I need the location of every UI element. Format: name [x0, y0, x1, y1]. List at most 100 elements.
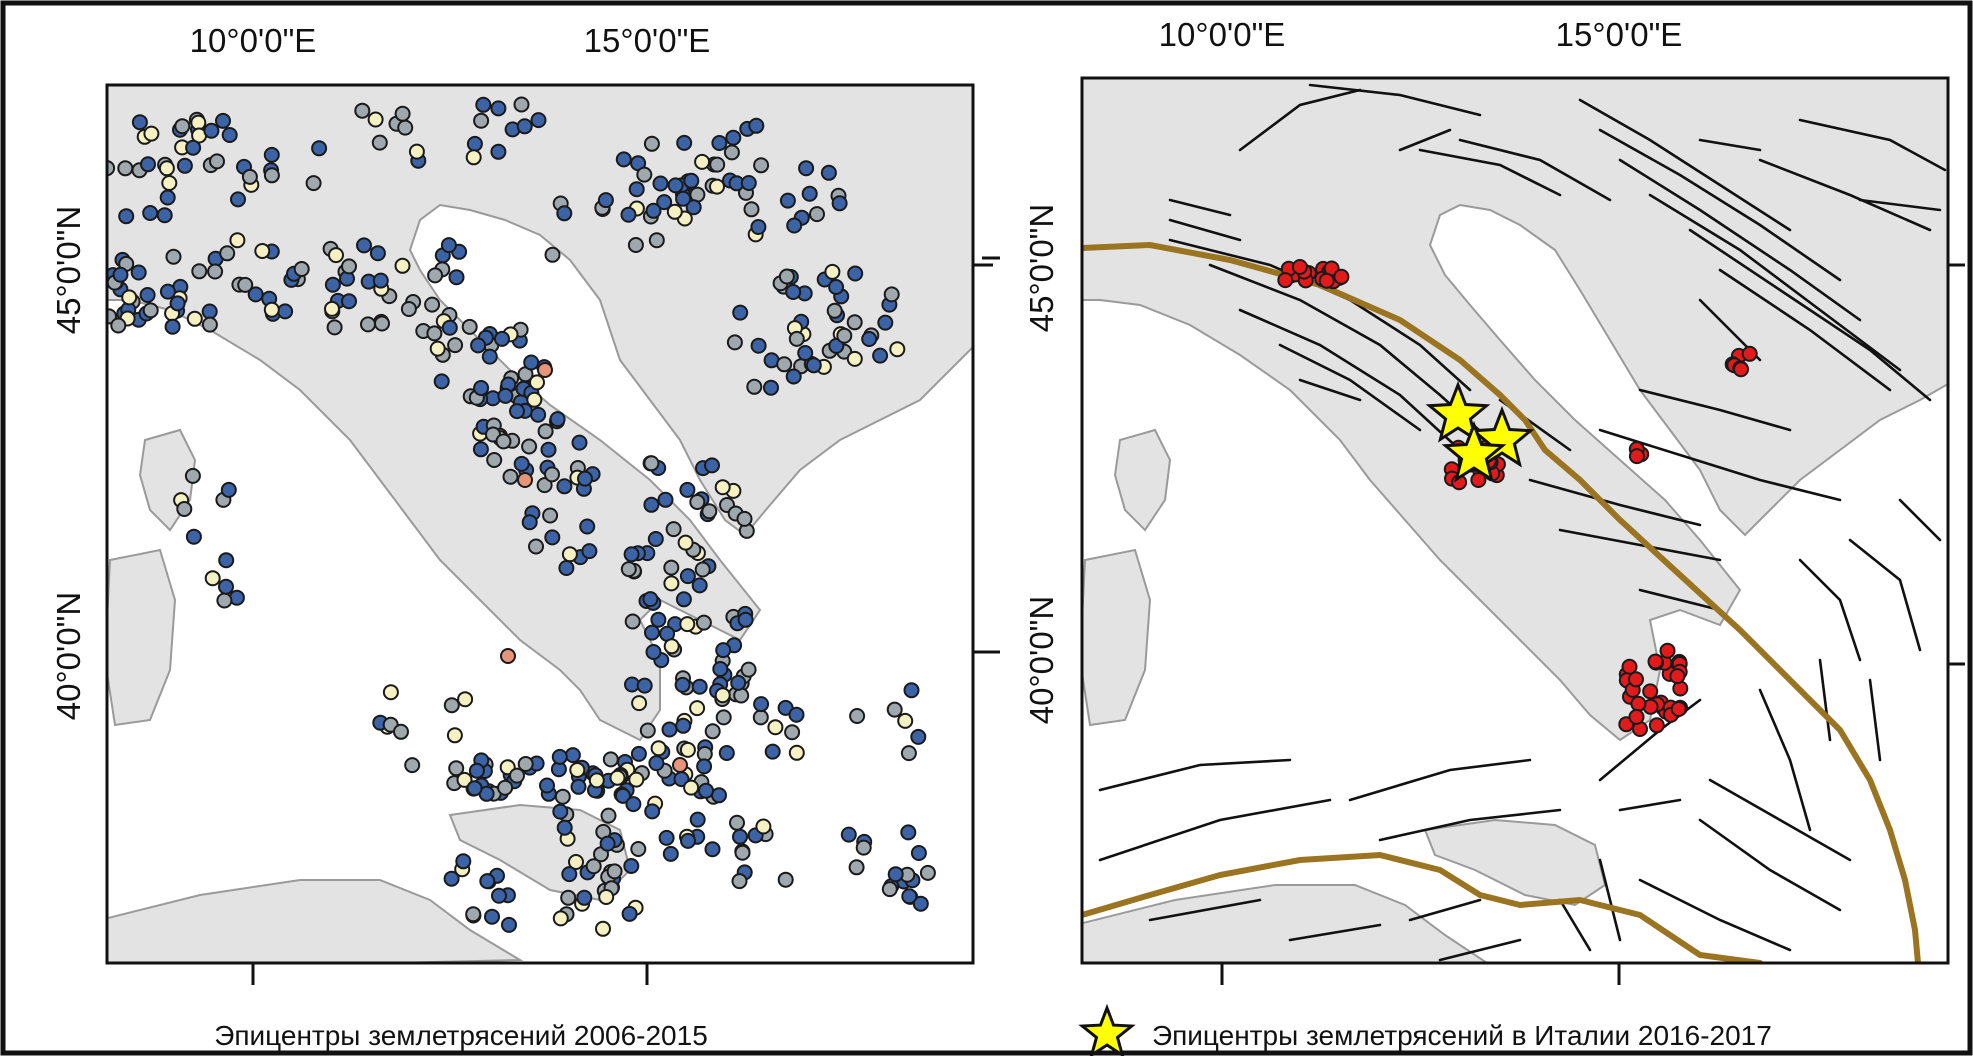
epicenter-marker	[374, 315, 390, 332]
epicenter-marker	[624, 613, 641, 630]
epicenter-marker-red	[1333, 268, 1350, 285]
epicenter-marker	[475, 96, 492, 113]
epicenter-marker	[643, 496, 660, 513]
epicenter-marker	[426, 325, 443, 342]
star-icon	[1441, 420, 1507, 483]
epicenter-marker	[215, 112, 231, 129]
epicenter-marker	[472, 441, 489, 458]
epicenter-marker	[903, 682, 920, 699]
epicenter-marker	[648, 232, 665, 249]
epicenter-marker	[118, 208, 135, 225]
epicenter-marker	[861, 331, 878, 347]
right-lat-label-45: 45°0'0"N	[1023, 204, 1060, 332]
epicenter-marker	[847, 265, 864, 282]
epicenter-marker	[143, 125, 160, 142]
epicenter-marker	[910, 845, 927, 861]
epicenter-marker	[900, 745, 917, 762]
epicenter-marker	[218, 552, 235, 569]
epicenter-marker-red	[1642, 683, 1659, 700]
epicenter-marker	[429, 340, 446, 357]
epicenter-marker	[131, 114, 148, 131]
epicenter-marker	[886, 701, 903, 718]
epicenter-marker	[185, 528, 202, 545]
epicenter-marker	[606, 863, 623, 880]
epicenter-marker	[530, 406, 547, 423]
epicenter-marker	[341, 258, 357, 275]
epicenter-marker	[164, 318, 181, 335]
epicenter-marker	[516, 118, 533, 135]
epicenter-marker-red	[1733, 361, 1749, 378]
epicenter-marker	[689, 700, 706, 717]
epicenter-marker	[165, 248, 182, 265]
epicenter-marker	[517, 756, 534, 772]
epicenter-marker	[620, 206, 637, 223]
epicenter-marker	[443, 870, 460, 887]
epicenter-marker	[755, 818, 772, 835]
epicenter-marker	[219, 245, 236, 262]
epicenter-marker	[121, 289, 138, 306]
epicenter-marker	[556, 205, 573, 222]
epicenter-marker	[650, 611, 667, 628]
epicenter-marker	[326, 319, 343, 336]
epicenter-marker	[805, 357, 822, 374]
epicenter-marker	[753, 157, 770, 174]
epicenter-marker	[662, 845, 679, 862]
epicenter-marker	[656, 194, 673, 211]
epicenter-marker	[644, 803, 661, 820]
epicenter-marker	[481, 348, 498, 365]
epicenter-marker	[229, 232, 246, 249]
epicenter-marker	[544, 246, 561, 263]
epicenter-marker	[881, 881, 898, 898]
epicenter-marker	[628, 181, 645, 198]
epicenter-marker	[729, 814, 745, 831]
epicenter-marker	[221, 127, 238, 143]
fault-lines	[1098, 83, 1947, 962]
epicenter-marker	[142, 205, 159, 221]
epicenter-marker	[709, 156, 726, 173]
epicenter-marker	[513, 96, 530, 113]
epicenter-marker	[293, 261, 310, 277]
epicenter-marker	[468, 762, 485, 779]
epicenter-marker	[848, 859, 865, 876]
epicenter-marker	[237, 276, 254, 293]
epicenter-marker	[169, 295, 186, 312]
epicenter-marker	[204, 570, 221, 587]
epicenter-marker	[354, 102, 371, 119]
epicenter-marker	[139, 287, 156, 303]
epicenter-marker	[714, 479, 731, 496]
epicenter-marker	[440, 237, 457, 254]
left-map: 10°0'0"E 15°0'0"E 45°0'0"N 40°0'0"N Эпиц…	[50, 22, 993, 1051]
epicenter-marker	[184, 467, 201, 484]
epicenter-marker	[367, 111, 384, 128]
epicenter-marker-red	[1277, 272, 1294, 289]
epicenter-marker	[715, 642, 732, 659]
epicenter-marker	[473, 380, 490, 396]
epicenter-marker	[642, 591, 659, 608]
epicenter-marker	[621, 905, 638, 922]
epicenter-marker	[740, 661, 757, 678]
epicenter-marker	[767, 719, 784, 736]
epicenter-marker-red	[1648, 717, 1665, 734]
epicenter-marker	[723, 144, 740, 161]
epicenter-marker	[305, 175, 322, 192]
epicenter-marker	[650, 740, 667, 757]
epicenter-marker	[394, 105, 411, 122]
epicenter-marker	[201, 303, 218, 320]
epicenter-marker-red	[1647, 653, 1664, 670]
epicenter-marker	[661, 721, 678, 738]
epicenter-marker	[490, 100, 507, 117]
epicenter-marker	[568, 854, 584, 870]
left-lon-label-10: 10°0'0"E	[190, 22, 317, 59]
epicenter-marker	[689, 811, 706, 828]
epicenter-marker	[701, 503, 718, 520]
epicenter-marker	[561, 546, 578, 563]
epicenter-marker	[672, 757, 688, 773]
epicenter-marker	[324, 276, 341, 293]
epicenter-marker	[636, 166, 653, 183]
epicenter-marker	[667, 177, 684, 194]
epicenter-marker	[455, 853, 472, 870]
epicenter-marker	[752, 709, 769, 726]
epicenter-marker	[788, 744, 805, 761]
epicenter-marker	[623, 546, 640, 563]
right-legend-label: Эпицентры землетрясений в Италии 2016-20…	[1152, 1020, 1772, 1051]
